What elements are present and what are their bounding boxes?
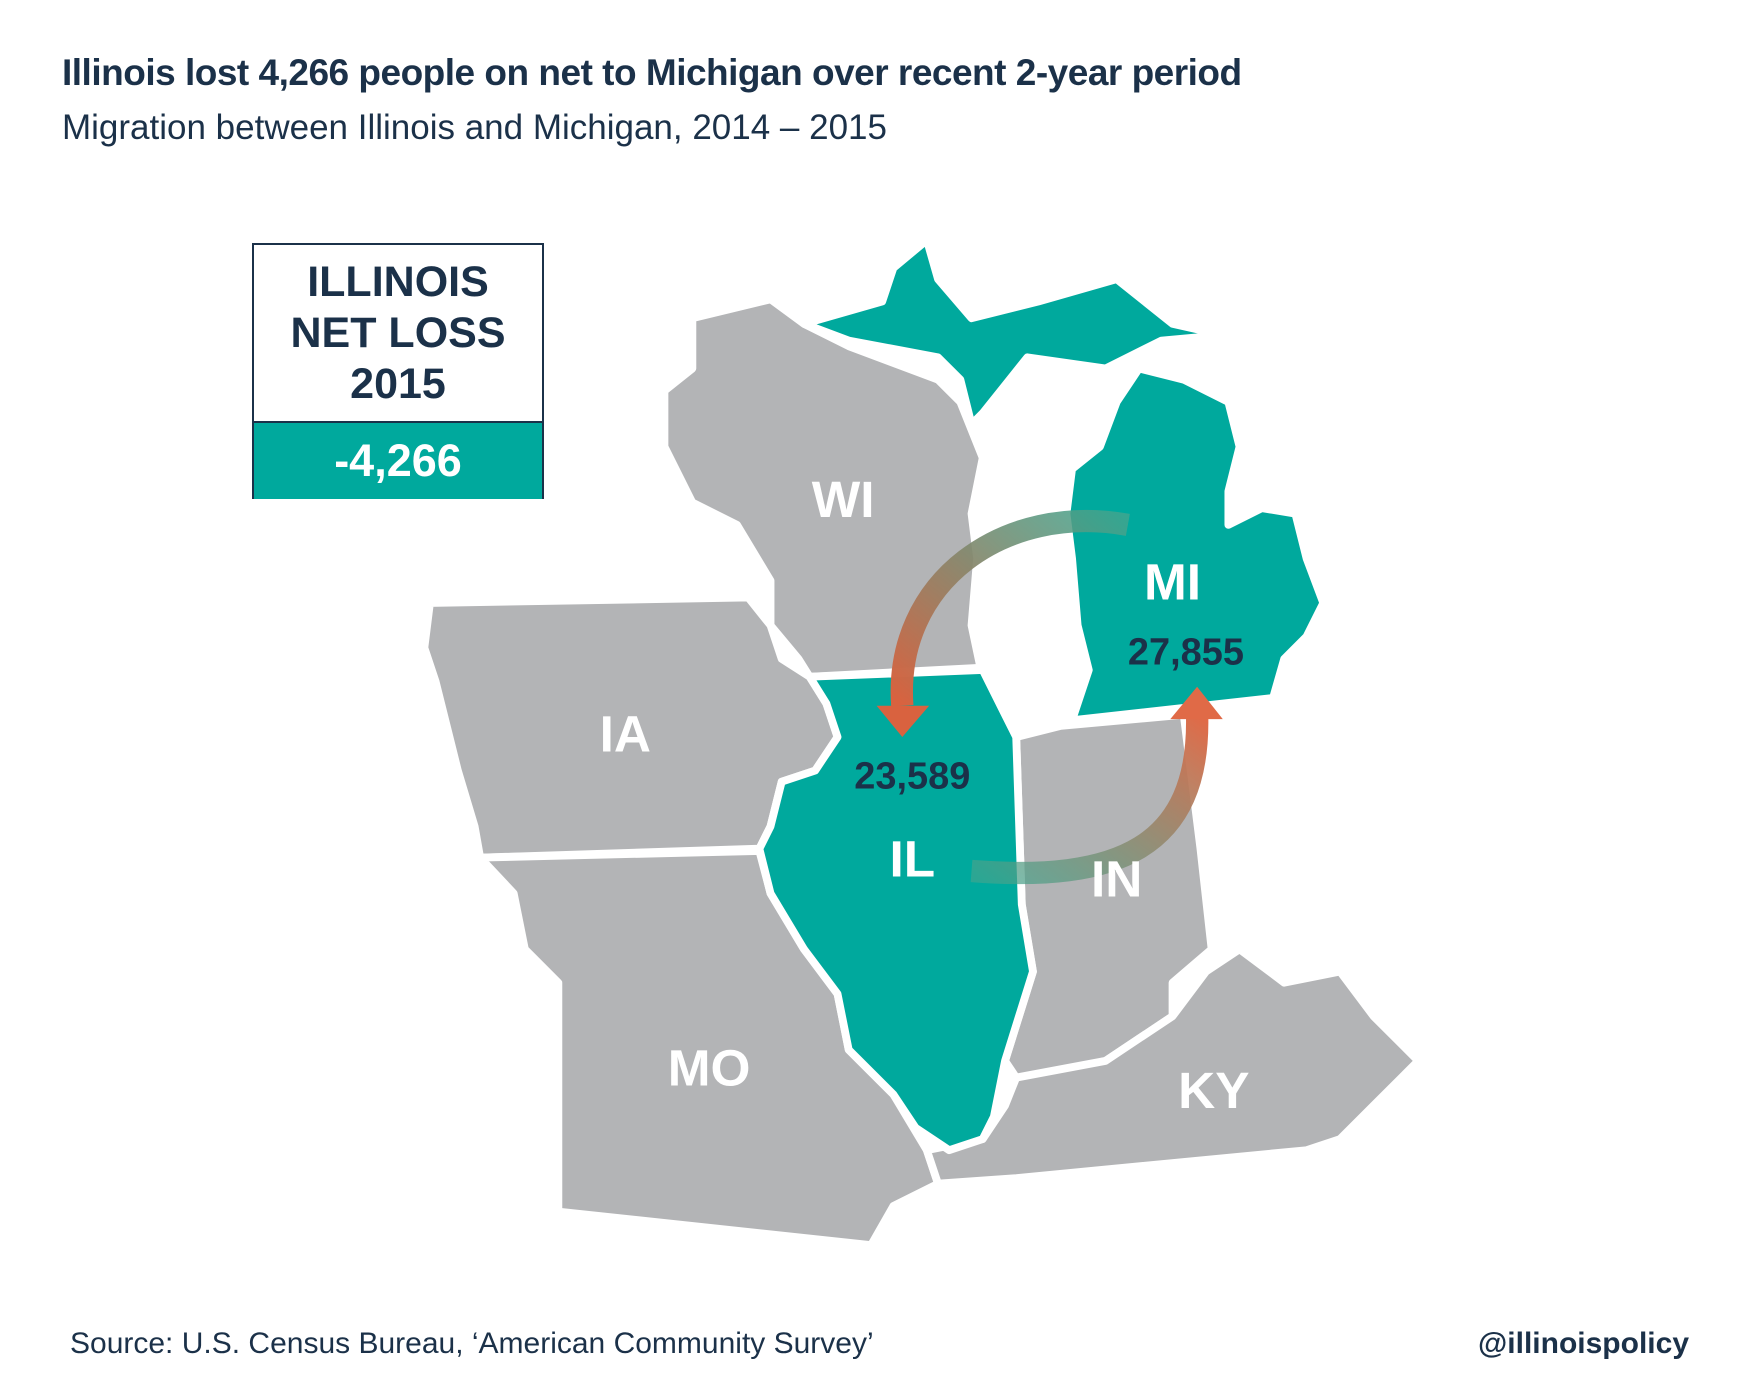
label-ky: KY	[1178, 1062, 1249, 1119]
state-mi-lower	[1062, 364, 1328, 725]
arrow-mi-to-il	[890, 509, 1130, 707]
social-handle: @illinoispolicy	[1478, 1327, 1689, 1360]
arrowhead-il-to-mi	[1170, 686, 1223, 720]
label-in: IN	[1091, 851, 1142, 908]
chart-title: Illinois lost 4,266 people on net to Mic…	[62, 52, 1242, 93]
value-il-to-mi: 27,855	[1128, 631, 1244, 673]
label-ia: IA	[600, 706, 651, 763]
arrowhead-mi-to-il	[876, 705, 930, 738]
net-loss-line2: NET LOSS	[290, 308, 506, 357]
arrow-il-to-mi	[970, 714, 1209, 885]
state-il	[755, 666, 1037, 1155]
chart-subtitle: Migration between Illinois and Michigan,…	[62, 108, 887, 147]
net-loss-value: -4,266	[254, 423, 542, 499]
net-loss-box: ILLINOIS NET LOSS 2015 -4,266	[252, 243, 544, 499]
net-loss-line3: 2015	[350, 359, 446, 408]
source-note: Source: U.S. Census Bureau, ‘American Co…	[70, 1327, 874, 1360]
state-mi-upper	[800, 236, 1227, 429]
label-wi: WI	[812, 471, 875, 528]
label-mo: MO	[668, 1039, 751, 1096]
net-loss-line1: ILLINOIS	[307, 257, 489, 306]
state-ky	[922, 945, 1423, 1188]
value-mi-to-il: 23,589	[854, 755, 970, 797]
label-il: IL	[890, 831, 936, 888]
label-mi: MI	[1144, 554, 1201, 611]
net-loss-heading: ILLINOIS NET LOSS 2015	[254, 245, 542, 423]
